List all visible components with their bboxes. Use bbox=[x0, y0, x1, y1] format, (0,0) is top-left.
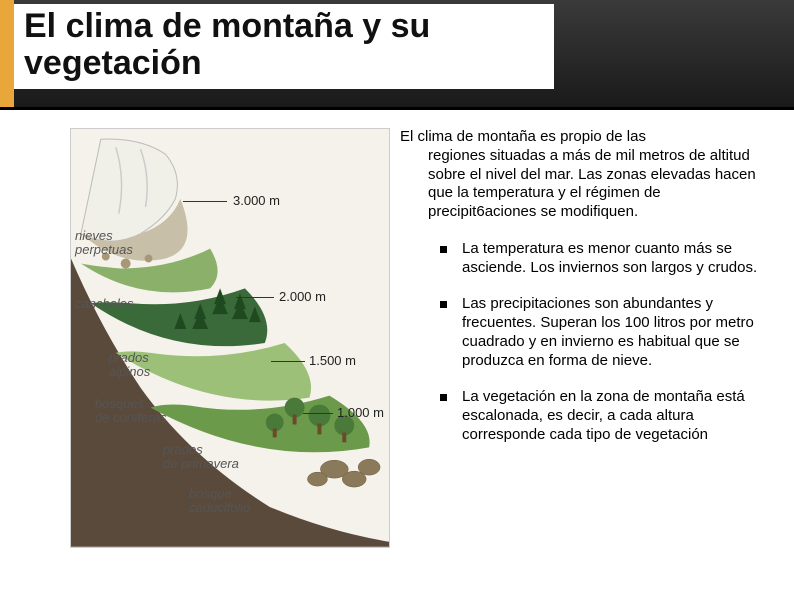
zone-label: bosquesde coníferas bbox=[95, 397, 167, 424]
altitude-label: 3.000 m bbox=[233, 193, 280, 208]
slide-title: El clima de montaña y su vegetación bbox=[24, 8, 540, 83]
zone-label: nievesperpetuas bbox=[75, 229, 133, 256]
altitude-label: 2.000 m bbox=[279, 289, 326, 304]
altitude-line bbox=[271, 361, 305, 362]
list-item: La vegetación en la zona de montaña está… bbox=[440, 388, 766, 444]
intro-rest: regiones situadas a más de mil metros de… bbox=[400, 147, 766, 222]
mountain-svg bbox=[71, 129, 389, 547]
zone-label: pradosde primavera bbox=[163, 443, 239, 470]
list-item: Las precipitaciones son abundantes y fre… bbox=[440, 295, 766, 370]
intro-first-line: El clima de montaña es propio de las bbox=[400, 128, 646, 145]
altitude-line bbox=[183, 201, 227, 202]
content-area: 3.000 m 2.000 m 1.500 m 1.000 m nievesperpet… bbox=[0, 110, 794, 558]
bullet-list: La temperatura es menor cuanto más se as… bbox=[400, 240, 766, 445]
slide-header: El clima de montaña y su vegetación bbox=[0, 0, 794, 110]
altitude-label: 1.000 m bbox=[337, 405, 384, 420]
zone-label: pradosalpinos bbox=[109, 351, 150, 378]
intro-paragraph: El clima de montaña es propio de las reg… bbox=[400, 128, 766, 222]
mountain-diagram: 3.000 m 2.000 m 1.500 m 1.000 m nievesperpet… bbox=[70, 128, 390, 548]
zone-label: bosquecaducifolio bbox=[189, 487, 250, 514]
accent-bar bbox=[0, 0, 14, 107]
altitude-line bbox=[236, 297, 274, 298]
zone-label: canchales bbox=[75, 297, 134, 311]
altitude-line bbox=[303, 413, 333, 414]
title-box: El clima de montaña y su vegetación bbox=[14, 4, 554, 89]
list-item: La temperatura es menor cuanto más se as… bbox=[440, 240, 766, 278]
altitude-label: 1.500 m bbox=[309, 353, 356, 368]
text-column: El clima de montaña es propio de las reg… bbox=[400, 128, 774, 548]
